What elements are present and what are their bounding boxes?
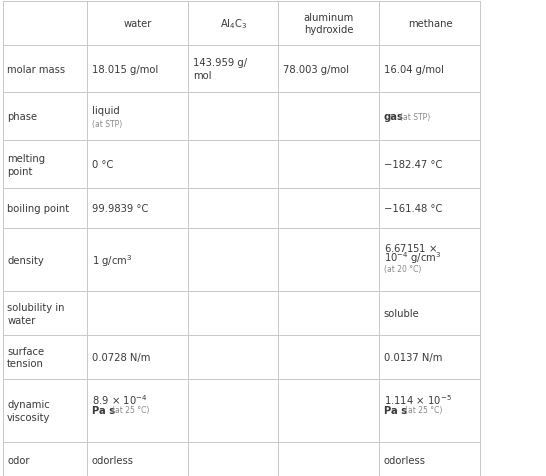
Text: aluminum
hydroxide: aluminum hydroxide — [304, 13, 354, 35]
Text: odor: odor — [7, 455, 29, 465]
Text: 99.9839 °C: 99.9839 °C — [92, 204, 148, 214]
Text: dynamic
viscosity: dynamic viscosity — [7, 399, 50, 422]
Text: 78.003 g/mol: 78.003 g/mol — [283, 65, 349, 75]
Text: methane: methane — [408, 19, 452, 29]
Text: (at 20 °C): (at 20 °C) — [384, 265, 421, 273]
Text: melting
point: melting point — [7, 154, 45, 176]
Text: (at STP): (at STP) — [92, 120, 122, 129]
Text: 143.959 g/
mol: 143.959 g/ mol — [193, 59, 247, 81]
Text: solubility in
water: solubility in water — [7, 302, 64, 325]
Text: density: density — [7, 256, 44, 265]
Text: 1 g/cm$^3$: 1 g/cm$^3$ — [92, 252, 132, 268]
Text: gas: gas — [384, 112, 403, 122]
Text: boiling point: boiling point — [7, 204, 69, 214]
Text: liquid: liquid — [92, 105, 120, 115]
Text: (at STP): (at STP) — [400, 112, 430, 121]
Text: 8.9 $\times$ 10$^{-4}$: 8.9 $\times$ 10$^{-4}$ — [92, 392, 147, 406]
Text: 0.0728 N/m: 0.0728 N/m — [92, 352, 150, 362]
Text: soluble: soluble — [384, 308, 419, 318]
Text: molar mass: molar mass — [7, 65, 65, 75]
Text: 18.015 g/mol: 18.015 g/mol — [92, 65, 158, 75]
Text: 10$^{-4}$ g/cm$^3$: 10$^{-4}$ g/cm$^3$ — [384, 249, 442, 266]
Text: 1.114 $\times$ 10$^{-5}$: 1.114 $\times$ 10$^{-5}$ — [384, 392, 452, 406]
Text: (at 25 °C): (at 25 °C) — [112, 405, 150, 414]
Text: odorless: odorless — [92, 455, 134, 465]
Text: odorless: odorless — [384, 455, 426, 465]
Text: −182.47 °C: −182.47 °C — [384, 160, 442, 170]
Text: 16.04 g/mol: 16.04 g/mol — [384, 65, 444, 75]
Text: −161.48 °C: −161.48 °C — [384, 204, 442, 214]
Text: Pa s: Pa s — [384, 405, 407, 415]
Text: 0.0137 N/m: 0.0137 N/m — [384, 352, 442, 362]
Text: Al$_4$C$_3$: Al$_4$C$_3$ — [219, 17, 247, 31]
Text: (at 25 °C): (at 25 °C) — [405, 405, 442, 414]
Text: 0 °C: 0 °C — [92, 160, 113, 170]
Text: water: water — [124, 19, 152, 29]
Text: Pa s: Pa s — [92, 405, 115, 415]
Text: phase: phase — [7, 112, 37, 122]
Text: surface
tension: surface tension — [7, 346, 44, 368]
Text: 6.67151 $\times$: 6.67151 $\times$ — [384, 241, 437, 253]
